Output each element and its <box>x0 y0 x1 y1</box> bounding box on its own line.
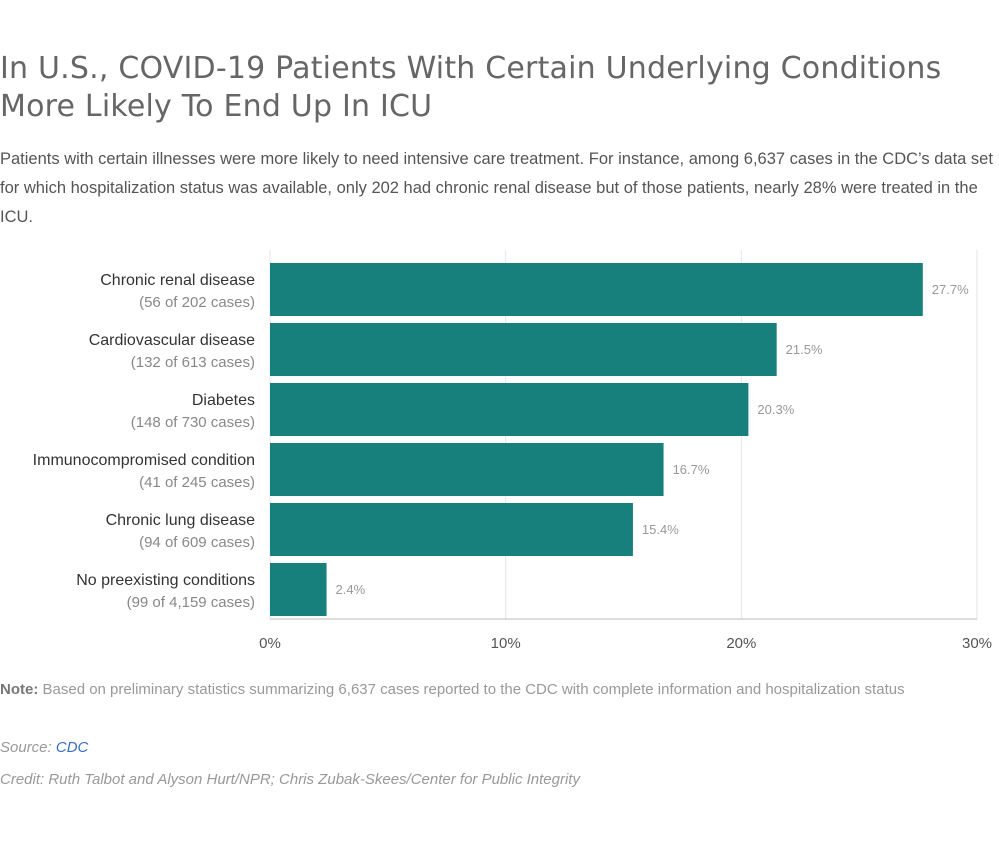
bar <box>270 443 664 496</box>
x-tick-label: 10% <box>491 635 521 652</box>
value-label: 2.4% <box>336 582 366 597</box>
note-text: Based on preliminary statistics summariz… <box>42 681 905 698</box>
x-axis-ticks: 0% 10% 20% 30% <box>259 618 992 652</box>
bar <box>270 383 749 436</box>
category-count-label: (41 of 245 cases) <box>139 474 255 491</box>
chart-title: In U.S., COVID-19 Patients With Certain … <box>0 51 942 124</box>
bar <box>270 563 327 616</box>
value-label: 27.7% <box>932 282 969 297</box>
value-labels: 27.7% 21.5% 20.3% 16.7% 15.4% 2.4% <box>336 282 970 597</box>
chart-subtitle: Patients with certain illnesses were mor… <box>0 150 993 226</box>
chart-credit: Credit: Ruth Talbot and Alyson Hurt/NPR;… <box>0 771 580 788</box>
bar <box>270 263 923 316</box>
x-tick-label: 30% <box>962 635 992 652</box>
x-tick-label: 0% <box>259 635 281 652</box>
category-count-label: (99 of 4,159 cases) <box>127 594 255 611</box>
source-link[interactable]: CDC <box>55 739 89 756</box>
category-count-label: (148 of 730 cases) <box>131 414 255 431</box>
bar <box>270 503 633 556</box>
category-label: Cardiovascular disease <box>89 332 255 349</box>
value-label: 20.3% <box>757 402 794 417</box>
chart-note: Note: Based on preliminary statistics su… <box>0 681 999 698</box>
source-label: Source: <box>0 739 52 756</box>
category-count-label: (56 of 202 cases) <box>139 294 255 311</box>
value-label: 16.7% <box>673 462 710 477</box>
category-label: Chronic lung disease <box>106 512 256 529</box>
note-label: Note: <box>0 681 39 698</box>
category-label: Chronic renal disease <box>100 272 255 289</box>
category-label: Diabetes <box>192 392 255 409</box>
bar-chart: Chronic renal disease (56 of 202 cases) Ca… <box>33 250 992 652</box>
category-labels: Chronic renal disease (56 of 202 cases) Ca… <box>33 272 255 611</box>
category-label: No preexisting conditions <box>76 572 255 589</box>
value-label: 21.5% <box>786 342 823 357</box>
category-count-label: (94 of 609 cases) <box>139 534 255 551</box>
bar <box>270 323 777 376</box>
value-label: 15.4% <box>642 522 679 537</box>
bars <box>270 263 923 616</box>
chart-source: Source: CDC <box>0 739 88 756</box>
category-label: Immunocompromised condition <box>33 452 255 469</box>
category-count-label: (132 of 613 cases) <box>131 354 255 371</box>
x-tick-label: 20% <box>726 635 756 652</box>
